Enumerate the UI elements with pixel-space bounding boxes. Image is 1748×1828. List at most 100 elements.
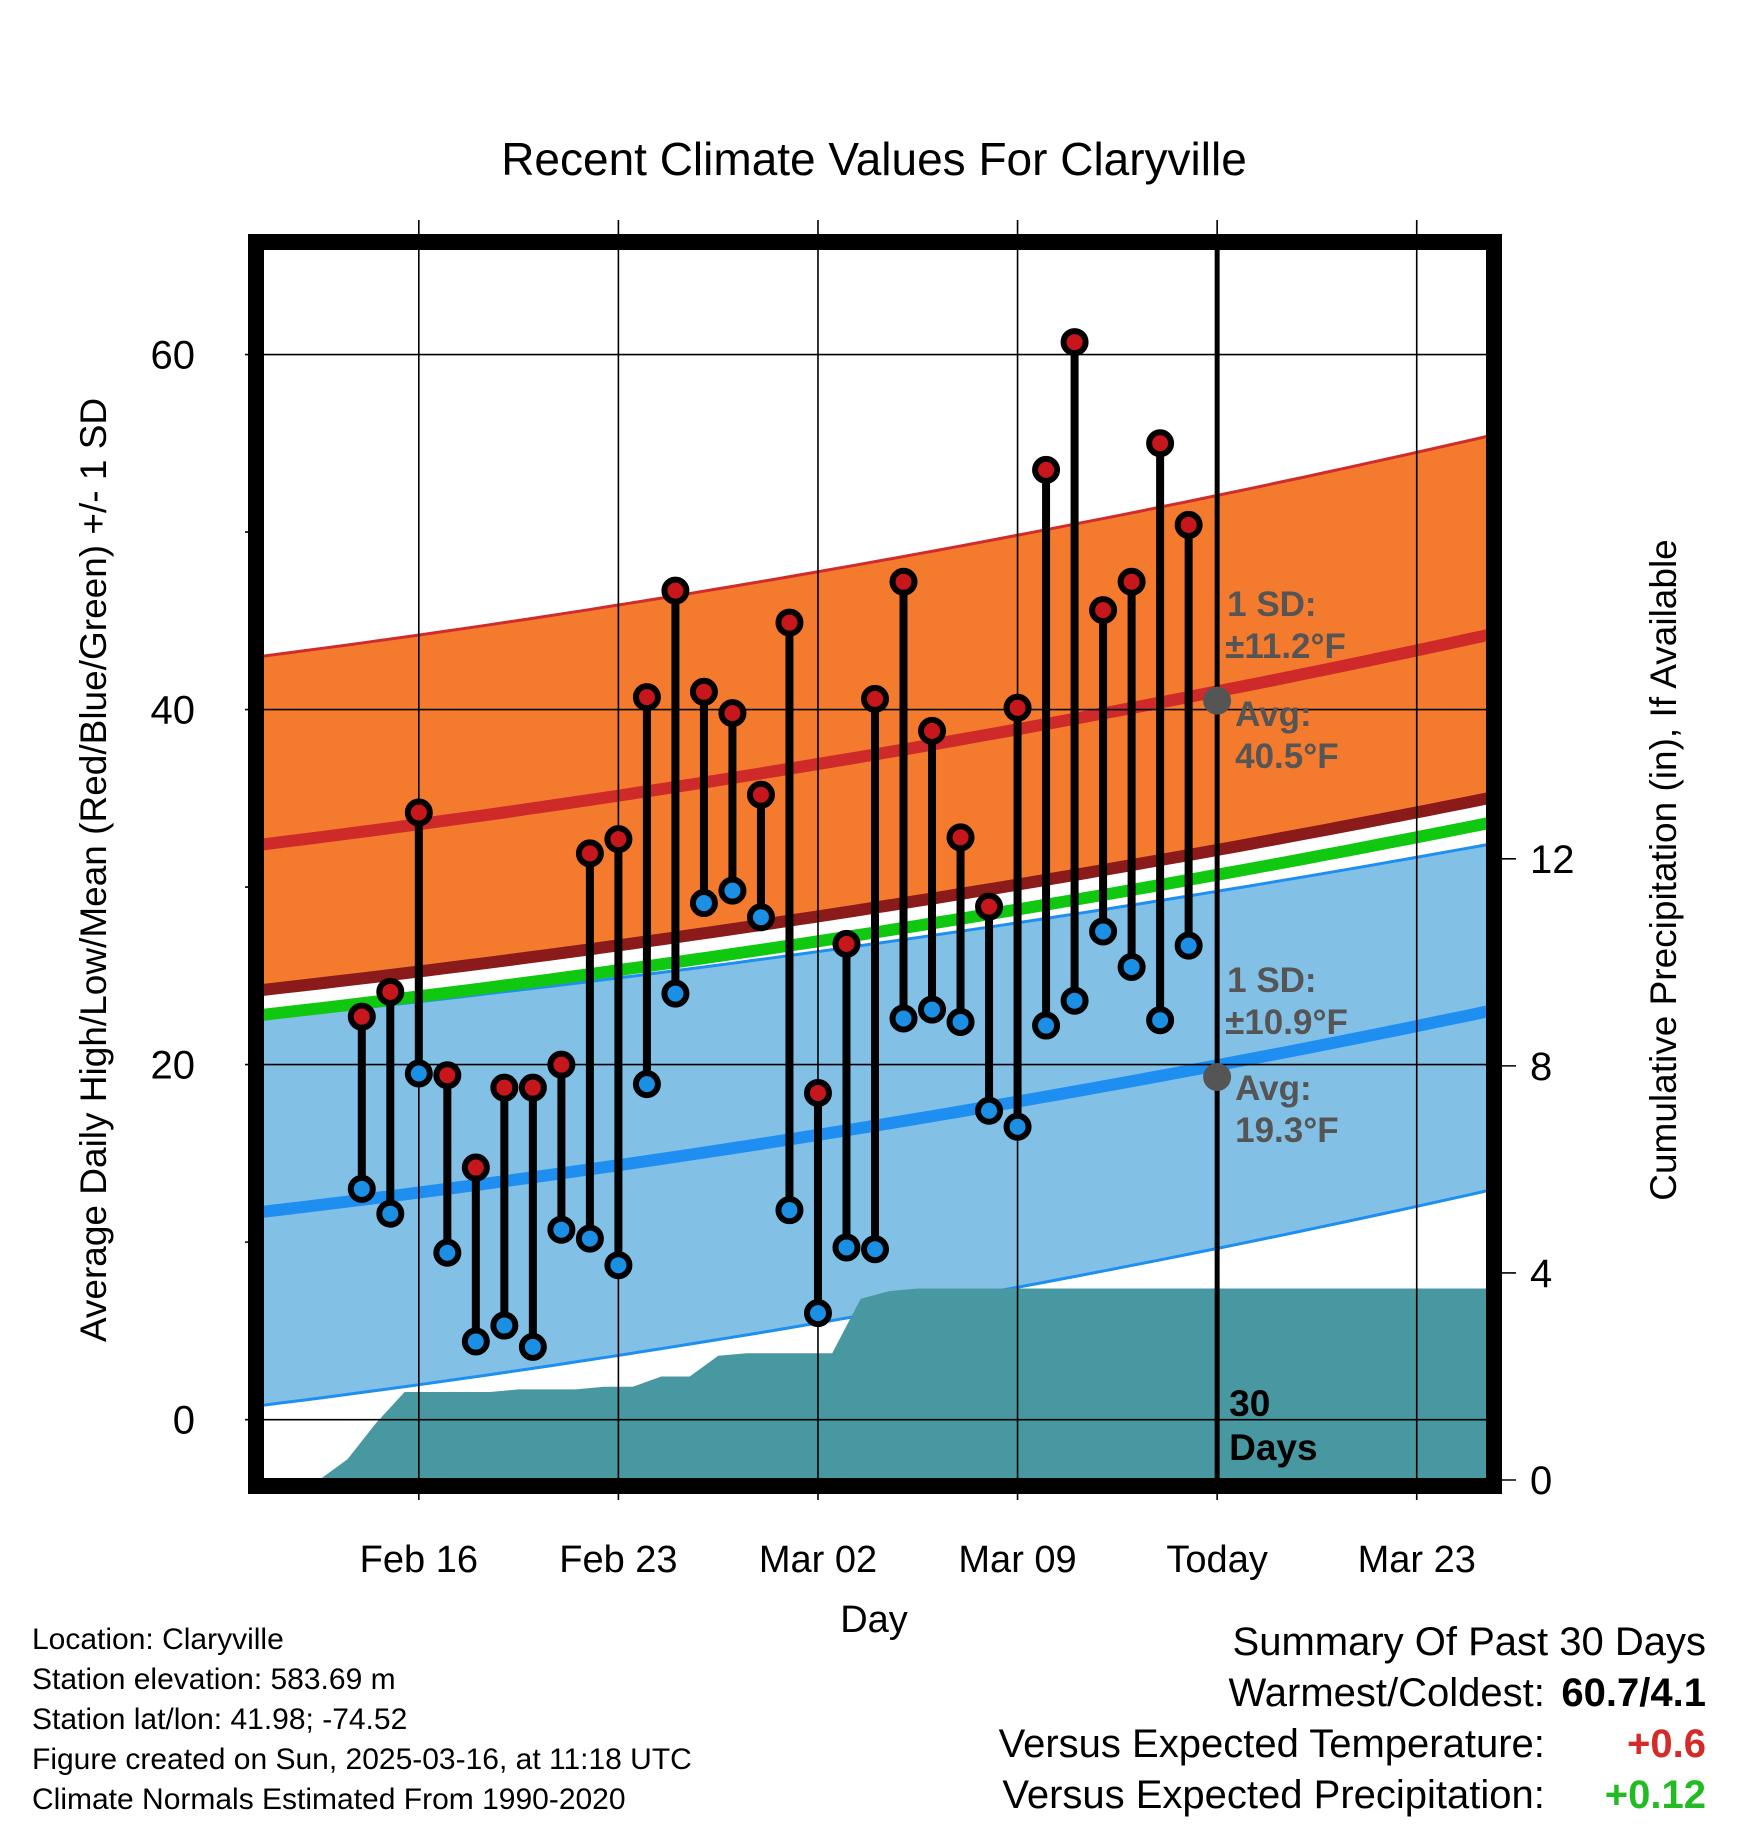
plot-frame [248, 234, 1502, 1494]
daily-low-point [689, 889, 718, 918]
daily-low-point [1174, 931, 1203, 960]
x-tick-label: Today [1166, 1539, 1267, 1581]
summary-title: Summary Of Past 30 Days [1232, 1620, 1706, 1664]
low-sd-value: ±10.9°F [1225, 1003, 1348, 1042]
daily-high-point [404, 798, 433, 827]
daily-high-point [1174, 510, 1203, 539]
daily-high-point [946, 823, 975, 852]
daily-high-point [661, 576, 690, 605]
summary-panel: Summary Of Past 30 Days Warmest/Coldest:… [999, 1617, 1706, 1821]
daily-low-point [1003, 1112, 1032, 1141]
x-tick-label: Feb 16 [360, 1539, 478, 1581]
low-sd-label: 1 SD: [1227, 961, 1316, 1000]
daily-high-point [632, 683, 661, 712]
daily-low-point [832, 1233, 861, 1262]
today-high-normal-marker [1203, 686, 1232, 715]
daily-high-point [461, 1153, 490, 1182]
high-sd-label: 1 SD: [1227, 585, 1316, 624]
daily-low-point [1117, 952, 1146, 981]
figure-created: Figure created on Sun, 2025-03-16, at 11… [32, 1743, 692, 1776]
daily-low-point [547, 1215, 576, 1244]
daily-high-point [689, 677, 718, 706]
daily-high-point [861, 684, 889, 713]
high-avg-value: 40.5°F [1235, 737, 1339, 776]
daily-high-point [1003, 693, 1032, 722]
daily-low-point [1060, 986, 1089, 1015]
daily-high-point [803, 1079, 832, 1108]
daily-high-point [746, 780, 775, 809]
y-right-tick-label: 8 [1530, 1045, 1552, 1089]
daily-low-point [376, 1199, 405, 1228]
x-tick-label: Mar 02 [759, 1539, 877, 1581]
y-right-tick-label: 4 [1530, 1252, 1552, 1296]
daily-low-point [718, 876, 747, 905]
daily-low-point [1146, 1006, 1175, 1035]
y-tick-label: 0 [173, 1399, 195, 1443]
station-location: Location: Claryville [32, 1623, 284, 1656]
y-tick-label: 60 [151, 334, 196, 378]
daily-high-point [918, 716, 947, 745]
daily-high-point [718, 699, 747, 728]
daily-low-point [1089, 917, 1118, 946]
high-sd-value: ±11.2°F [1225, 627, 1346, 666]
x-tick-label: Feb 23 [559, 1539, 677, 1581]
today-low-normal-marker [1203, 1063, 1232, 1092]
station-latlon: Station lat/lon: 41.98; -74.52 [32, 1703, 408, 1736]
daily-high-point [490, 1073, 519, 1102]
y-right-tick-label: 12 [1530, 838, 1575, 882]
y-right-tick-label: 0 [1530, 1459, 1552, 1503]
chart-title: Recent Climate Values For Claryville [501, 133, 1247, 185]
station-info: Location: Claryville Station elevation: … [32, 1620, 692, 1820]
daily-low-point [803, 1299, 832, 1328]
x-axis-label: Day [840, 1599, 908, 1641]
daily-high-point [775, 608, 804, 637]
daily-low-point [518, 1332, 547, 1361]
daily-low-point [433, 1238, 462, 1267]
precip-value: +0.12 [1604, 1773, 1706, 1817]
days-word-label: Days [1229, 1427, 1317, 1468]
summary-precip: Versus Expected Precipitation: +0.12 [999, 1770, 1706, 1821]
x-tick-label: Mar 09 [958, 1539, 1076, 1581]
summary-warmest-coldest: Warmest/Coldest: 60.7/4.1 [999, 1668, 1707, 1719]
warmest-coldest-label: Warmest/Coldest: [1228, 1671, 1545, 1715]
daily-low-point [918, 995, 947, 1024]
x-tick-label: Mar 23 [1358, 1539, 1476, 1581]
temp-label: Versus Expected Temperature: [998, 1722, 1545, 1766]
daily-high-point [1146, 429, 1175, 458]
daily-high-point [832, 929, 861, 958]
daily-high-point [376, 977, 405, 1006]
days-count-label: 30 [1229, 1383, 1270, 1424]
daily-high-point [975, 892, 1004, 921]
daily-high-point [547, 1050, 576, 1079]
y-axis-label-right: Cumulative Precipitation (in), If Availa… [1643, 539, 1684, 1201]
low-avg-label: Avg: [1235, 1069, 1311, 1108]
daily-low-point [889, 1004, 918, 1033]
daily-high-point [518, 1073, 547, 1102]
low-avg-value: 19.3°F [1235, 1111, 1339, 1150]
y-tick-label: 40 [151, 689, 196, 733]
daily-low-point [404, 1059, 433, 1088]
summary-temp: Versus Expected Temperature: +0.6 [999, 1719, 1706, 1770]
daily-low-point [861, 1235, 889, 1264]
daily-low-point [975, 1096, 1004, 1125]
daily-low-point [461, 1327, 490, 1356]
daily-low-point [604, 1251, 633, 1280]
daily-low-point [946, 1007, 975, 1036]
daily-high-point [1060, 328, 1089, 357]
cumulative-precip-area [290, 1288, 1488, 1480]
daily-low-point [575, 1224, 604, 1253]
plot-area: 0 4 8 12 0 20 40 60 Feb 16 Feb 23 Mar 02 Mar 09 Toda… [151, 220, 1575, 1581]
daily-high-point [604, 825, 633, 854]
warmest-coldest-value: 60.7/4.1 [1561, 1671, 1706, 1715]
daily-high-point [889, 567, 918, 596]
temp-value: +0.6 [1627, 1722, 1706, 1766]
daily-low-point [661, 979, 690, 1008]
daily-low-point [746, 903, 775, 932]
daily-high-point [347, 1002, 376, 1031]
climate-normals-note: Climate Normals Estimated From 1990-2020 [32, 1783, 626, 1816]
high-sd-upper-edge [262, 434, 1488, 658]
daily-high-point [1117, 567, 1146, 596]
daily-high-point [1089, 596, 1118, 625]
station-elevation: Station elevation: 583.69 m [32, 1663, 396, 1696]
daily-low-point [1032, 1011, 1061, 1040]
